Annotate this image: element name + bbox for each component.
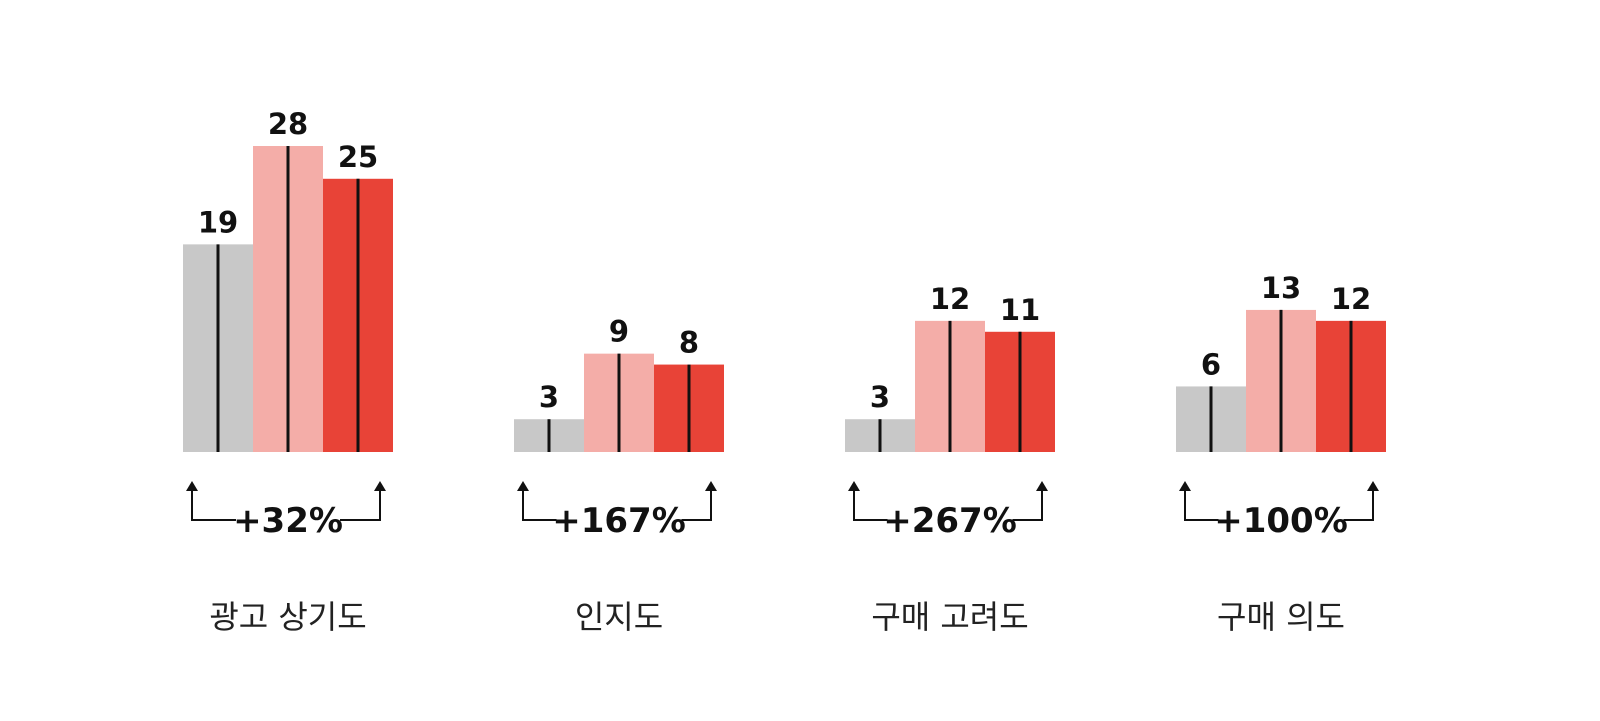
arrow-up-icon xyxy=(848,481,860,491)
value-label: 3 xyxy=(870,380,890,414)
bracket-left-line xyxy=(1184,485,1219,521)
arrow-up-icon xyxy=(1367,481,1379,491)
bracket-left-line xyxy=(522,485,557,521)
change-label: +167% xyxy=(552,501,686,541)
arrow-up-icon xyxy=(1179,481,1191,491)
bar-group: 3 12 11 +267% 구매 고려도 xyxy=(845,282,1055,636)
change-label: +267% xyxy=(883,501,1017,541)
value-label: 8 xyxy=(679,326,699,360)
bracket-right-line xyxy=(1012,485,1043,521)
category-label: 구매 고려도 xyxy=(871,598,1028,636)
value-label: 3 xyxy=(539,380,559,414)
arrow-up-icon xyxy=(374,481,386,491)
change-label: +100% xyxy=(1214,501,1348,541)
value-label: 13 xyxy=(1261,271,1301,305)
value-label: 6 xyxy=(1201,347,1221,381)
arrow-up-icon xyxy=(1036,481,1048,491)
bar-group: 19 28 25 +32% 광고 상기도 xyxy=(183,107,393,636)
category-label: 구매 의도 xyxy=(1217,598,1345,636)
value-label: 19 xyxy=(198,205,238,239)
value-label: 9 xyxy=(609,315,629,349)
bar-group: 3 9 8 +167% 인지도 xyxy=(514,315,724,636)
arrow-up-icon xyxy=(186,481,198,491)
value-label: 11 xyxy=(1000,293,1040,327)
bracket-right-line xyxy=(340,485,381,521)
bracket-right-line xyxy=(681,485,712,521)
arrow-up-icon xyxy=(705,481,717,491)
bracket-left-line xyxy=(853,485,888,521)
bracket-left-line xyxy=(191,485,236,521)
bracket-right-line xyxy=(1343,485,1374,521)
bar-group: 6 13 12 +100% 구매 의도 xyxy=(1176,271,1386,636)
category-label: 인지도 xyxy=(575,598,663,636)
value-label: 28 xyxy=(268,107,308,141)
value-label: 12 xyxy=(930,282,970,316)
value-label: 12 xyxy=(1331,282,1371,316)
value-label: 25 xyxy=(338,140,378,174)
category-label: 광고 상기도 xyxy=(209,598,366,636)
arrow-up-icon xyxy=(517,481,529,491)
change-label: +32% xyxy=(233,501,343,541)
